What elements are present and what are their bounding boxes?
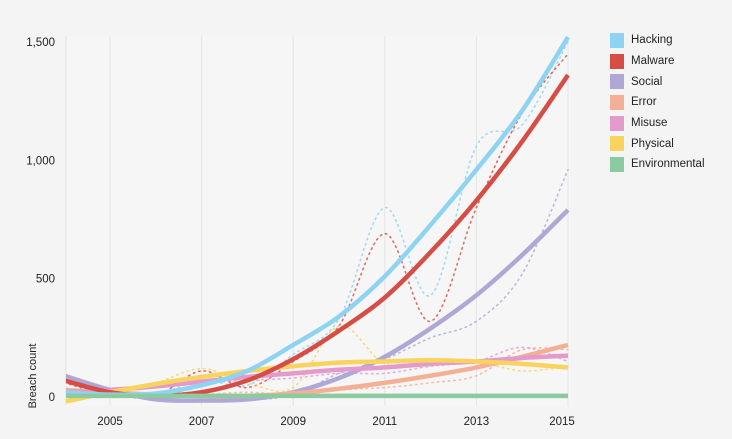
legend-swatch	[610, 115, 624, 131]
legend-item-environmental: Environmental	[610, 154, 705, 175]
legend-item-hacking: Hacking	[610, 30, 705, 51]
trend-line-physical	[66, 358, 569, 404]
legend-label: Error	[631, 96, 657, 109]
y-axis-title: Breach count	[27, 343, 39, 409]
y-tick-label: 1,000	[26, 155, 55, 167]
legend-swatch	[610, 136, 624, 152]
legend-label: Physical	[631, 137, 674, 150]
x-tick-label: 2007	[189, 416, 215, 428]
legend: Hacking Malware Social Error Misuse Physical E…	[610, 30, 705, 175]
trend-line-social	[66, 208, 570, 403]
legend-label: Social	[631, 75, 663, 88]
x-tick-label: 2011	[372, 416, 397, 428]
legend-item-malware: Malware	[610, 51, 705, 72]
trend-line-hacking	[66, 36, 570, 398]
legend-label: Hacking	[631, 34, 673, 47]
x-tick-label: 2013	[464, 416, 490, 428]
legend-swatch	[610, 74, 624, 90]
legend-label: Environmental	[631, 158, 705, 171]
legend-swatch	[610, 94, 624, 110]
x-tick-label: 2005	[97, 416, 123, 428]
legend-label: Misuse	[631, 117, 668, 130]
y-tick-label: 0	[49, 392, 55, 404]
x-tick-label: 2015	[549, 416, 575, 428]
y-tick-label: 1,500	[26, 37, 55, 49]
legend-swatch	[610, 156, 624, 172]
legend-item-social: Social	[610, 71, 705, 92]
legend-label: Malware	[631, 55, 675, 68]
y-tick-label: 500	[36, 274, 55, 286]
legend-swatch	[610, 32, 624, 48]
legend-item-misuse: Misuse	[610, 113, 705, 134]
x-tick-label: 2009	[280, 416, 306, 428]
legend-item-error: Error	[610, 92, 705, 113]
legend-item-physical: Physical	[610, 133, 705, 154]
legend-swatch	[610, 53, 624, 69]
